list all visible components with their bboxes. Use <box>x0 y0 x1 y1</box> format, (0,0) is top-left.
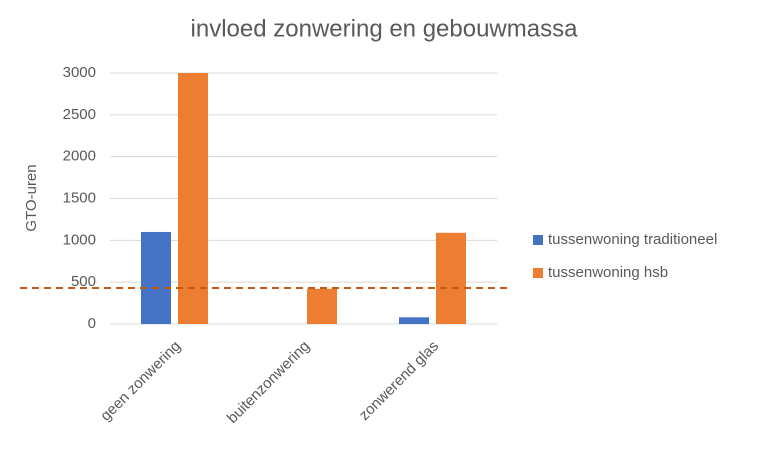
y-axis-label: GTO-uren <box>23 164 40 231</box>
y-tick-label: 1500 <box>63 189 96 206</box>
y-tick-label: 500 <box>71 273 96 290</box>
legend-swatch <box>533 268 543 278</box>
y-tick-label: 2000 <box>63 148 96 165</box>
y-tick-label: 2500 <box>63 106 96 123</box>
bar <box>307 288 337 324</box>
legend-label: tussenwoning traditioneel <box>548 231 717 248</box>
bar <box>141 231 171 324</box>
bar <box>436 232 466 324</box>
y-tick-label: 1000 <box>63 231 96 248</box>
y-tick-label: 0 <box>88 315 96 332</box>
y-tick-label: 3000 <box>63 64 96 81</box>
chart-title: invloed zonwering en gebouwmassa <box>191 15 579 42</box>
legend-swatch <box>533 235 543 245</box>
legend-label: tussenwoning hsb <box>548 264 668 281</box>
bar <box>178 73 208 324</box>
bar <box>399 317 429 324</box>
